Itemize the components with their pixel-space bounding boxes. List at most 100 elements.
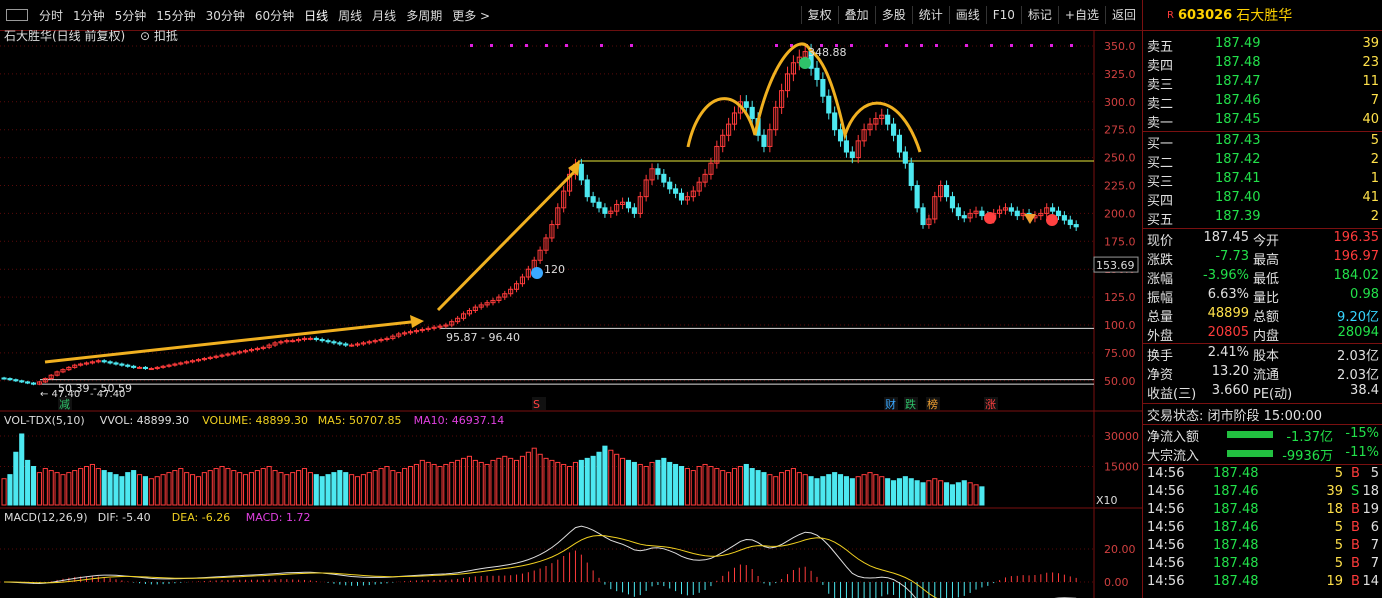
period-tab[interactable]: 周线 <box>338 8 363 23</box>
ask-price: 187.47 <box>1215 74 1261 89</box>
flow-row: 净流入额 -1.37亿 -15% <box>1143 426 1382 445</box>
candle-body <box>914 185 920 209</box>
tool-button[interactable]: 叠加 <box>837 6 875 24</box>
period-tab[interactable]: 月线 <box>372 8 397 23</box>
volume-bar <box>272 470 278 506</box>
volume-axis-label: 30000 <box>1104 430 1139 443</box>
quote-divider <box>1143 228 1382 229</box>
tool-button[interactable]: 多股 <box>874 6 912 24</box>
tool-button[interactable]: 画线 <box>948 6 986 24</box>
period-tab[interactable]: 分时 <box>39 8 64 23</box>
candle-body <box>908 162 914 186</box>
period-tab[interactable]: 更多 > <box>452 8 491 23</box>
volume-bar <box>608 449 614 506</box>
candle-body <box>472 306 478 311</box>
flow-pct: -11% <box>1345 445 1379 460</box>
macd-header-item: DEA: -6.26 <box>172 511 230 524</box>
tick-count: 6 <box>1370 520 1379 535</box>
candle-body <box>201 357 207 361</box>
period-tab[interactable]: 日线 <box>304 8 329 23</box>
candle-body <box>702 173 708 183</box>
candle-body <box>278 341 284 344</box>
tool-button[interactable]: 返回 <box>1104 6 1142 24</box>
stat-value: 9.20亿 <box>1337 310 1379 325</box>
period-tab[interactable]: 60分钟 <box>254 8 295 23</box>
layout-toggle-icon[interactable] <box>6 9 28 21</box>
volume-bar <box>602 445 608 506</box>
ask-volume: 23 <box>1362 55 1379 70</box>
candle-body <box>372 340 378 343</box>
volume-bar <box>620 457 626 506</box>
candle-body <box>60 369 66 373</box>
volume-bar <box>661 457 667 506</box>
volume-bar <box>667 461 673 506</box>
candle-body <box>938 185 944 198</box>
candle-body <box>19 380 25 383</box>
tick-volume: 5 <box>1334 538 1343 553</box>
volume-bar <box>378 468 384 506</box>
period-tab[interactable]: 30分钟 <box>205 8 245 23</box>
candle-body <box>678 192 685 201</box>
period-tab[interactable]: 1分钟 <box>73 8 105 23</box>
volume-bar <box>425 461 431 506</box>
event-marker-icon <box>799 57 811 69</box>
flow-row: 大宗流入 -9936万 -11% <box>1143 445 1382 464</box>
volume-bar <box>48 470 54 506</box>
candle-body <box>407 331 414 334</box>
kline-chart[interactable]: 350.0 325.0 300.0 275.0 250.0 225.0 200.0 175.0… <box>0 30 1142 598</box>
tool-button[interactable]: 标记 <box>1020 6 1058 24</box>
signal-dot <box>545 44 548 47</box>
tick-side: B <box>1351 556 1360 571</box>
candle-body <box>7 378 13 381</box>
signal-dot <box>920 44 923 47</box>
candle-body <box>390 335 396 339</box>
volume-header-item: VVOL: 48899.30 <box>100 414 189 427</box>
volume-bar <box>243 474 249 506</box>
period-tab[interactable]: 多周期 <box>406 8 443 23</box>
tool-button[interactable]: 复权 <box>800 6 838 24</box>
event-marker-icon <box>984 212 996 224</box>
period-tab[interactable]: 15分钟 <box>156 8 196 23</box>
tick-price: 187.48 <box>1213 466 1259 481</box>
tool-button[interactable]: +自选 <box>1057 6 1105 24</box>
volume-bar <box>366 472 372 506</box>
candle-body <box>926 218 932 226</box>
volume-bar <box>649 461 655 506</box>
period-tab[interactable]: 5分钟 <box>114 8 147 23</box>
stat-label: 流通 <box>1253 368 1280 383</box>
tool-button[interactable]: 统计 <box>911 6 949 24</box>
volume-bar <box>949 484 956 506</box>
volume-bar <box>325 474 331 506</box>
candle-body <box>979 210 985 217</box>
candle-body <box>266 344 272 348</box>
candle-body <box>731 112 738 125</box>
tick-volume: 18 <box>1326 502 1343 517</box>
candle-body <box>561 190 567 209</box>
volume-bar <box>1 478 7 506</box>
candle-body <box>484 302 490 306</box>
candle-body <box>284 340 290 343</box>
volume-header-item: MA5: 50707.85 <box>318 414 402 427</box>
candle-body <box>761 134 767 147</box>
volume-bar <box>508 457 514 506</box>
signal-dot <box>630 44 633 47</box>
signal-dot <box>565 44 568 47</box>
candle-body <box>784 73 791 92</box>
tool-button[interactable]: F10 <box>985 6 1021 24</box>
candle-body <box>166 364 172 367</box>
candle-body <box>661 173 667 183</box>
candle-body <box>1073 224 1079 228</box>
flow-value: -9936万 <box>1282 449 1333 464</box>
dif-line <box>4 525 1077 598</box>
trade-status-row: 交易状态: 闭市阶段 15:00:00 <box>1143 405 1382 424</box>
stat-label: 今开 <box>1253 234 1280 249</box>
tick-volume: 5 <box>1334 556 1343 571</box>
ask-price: 187.45 <box>1215 112 1261 127</box>
tick-count: 5 <box>1370 466 1379 481</box>
candle-body <box>154 366 160 370</box>
candle-body <box>331 341 337 344</box>
stat-label: 量比 <box>1253 291 1280 306</box>
volume-bar <box>402 468 408 506</box>
candle-body <box>867 123 873 131</box>
candle-body <box>307 337 313 340</box>
